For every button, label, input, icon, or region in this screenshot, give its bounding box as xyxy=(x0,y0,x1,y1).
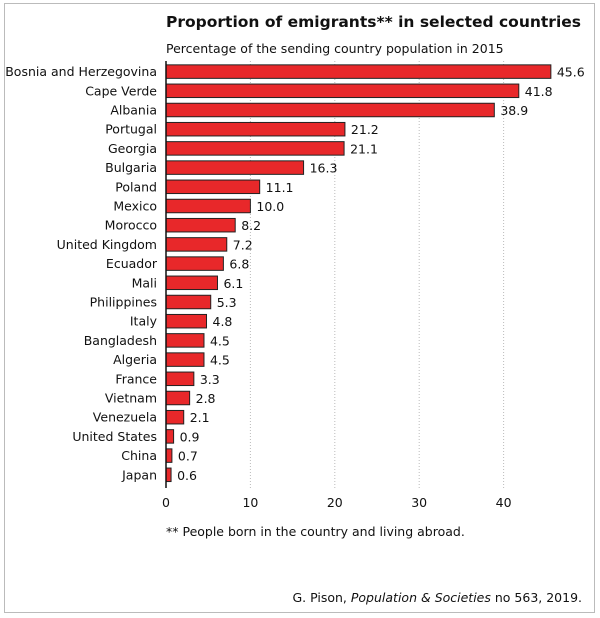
value-label: 11.1 xyxy=(266,180,294,195)
bar xyxy=(165,313,208,329)
category-label: United Kingdom xyxy=(57,237,157,252)
bar xyxy=(165,141,345,156)
value-label: 38.9 xyxy=(500,103,528,118)
value-label: 0.9 xyxy=(180,429,200,444)
x-tick-label: 40 xyxy=(496,495,512,510)
category-label: Portugal xyxy=(105,122,157,137)
bar xyxy=(165,83,520,99)
category-label: Morocco xyxy=(105,218,157,233)
value-label: 41.8 xyxy=(525,84,553,99)
x-tick-label: 20 xyxy=(327,495,343,510)
category-label: Bosnia and Herzegovina xyxy=(5,64,157,79)
bar xyxy=(165,390,191,406)
x-tick-label: 30 xyxy=(411,495,427,510)
value-label: 4.5 xyxy=(210,353,230,368)
source-author: G. Pison, xyxy=(292,590,351,605)
chart-frame xyxy=(4,3,595,613)
value-label: 4.5 xyxy=(210,333,230,348)
bar xyxy=(165,429,175,444)
value-label: 0.7 xyxy=(178,449,198,464)
category-label: Poland xyxy=(115,179,157,194)
bar xyxy=(165,64,552,79)
bar xyxy=(165,448,173,463)
bar xyxy=(165,256,224,271)
bar xyxy=(165,275,218,291)
source-citation: G. Pison, Population & Societies no 563,… xyxy=(292,590,582,605)
footnote: ** People born in the country and living… xyxy=(166,524,465,539)
value-label: 8.2 xyxy=(241,218,261,233)
value-label: 0.6 xyxy=(177,468,197,483)
category-label: Philippines xyxy=(90,295,157,310)
bar xyxy=(165,237,228,252)
bar xyxy=(165,179,261,195)
category-label: Mali xyxy=(132,275,157,290)
category-label: Algeria xyxy=(113,352,157,367)
bar xyxy=(165,333,205,348)
x-tick-label: 0 xyxy=(162,495,170,510)
x-tick-label: 10 xyxy=(242,495,258,510)
value-label: 5.3 xyxy=(217,295,237,310)
category-label: Japan xyxy=(121,467,157,482)
value-label: 7.2 xyxy=(233,237,253,252)
bar xyxy=(165,121,346,137)
category-label: Vietnam xyxy=(105,391,157,406)
value-label: 10.0 xyxy=(256,199,284,214)
category-label: Italy xyxy=(130,314,158,329)
bar xyxy=(165,198,251,214)
value-label: 6.8 xyxy=(229,257,249,272)
category-label: Venezuela xyxy=(93,410,157,425)
bar xyxy=(165,217,236,233)
category-label: China xyxy=(121,448,157,463)
bar xyxy=(165,160,305,175)
value-label: 16.3 xyxy=(310,161,338,176)
value-label: 6.1 xyxy=(223,276,243,291)
bar xyxy=(165,409,185,425)
source-publication: Population & Societies xyxy=(350,590,491,605)
value-label: 21.2 xyxy=(351,122,379,137)
value-label: 2.8 xyxy=(196,391,216,406)
category-label: United States xyxy=(72,429,157,444)
value-label: 4.8 xyxy=(213,314,233,329)
category-label: France xyxy=(115,371,157,386)
value-label: 3.3 xyxy=(200,372,220,387)
bar xyxy=(165,467,172,483)
category-label: Mexico xyxy=(113,199,157,214)
value-label: 21.1 xyxy=(350,141,378,156)
category-label: Bulgaria xyxy=(105,160,157,175)
bar xyxy=(165,102,495,118)
chart-subtitle: Percentage of the sending country popula… xyxy=(166,41,504,56)
category-label: Ecuador xyxy=(106,256,158,271)
bar xyxy=(165,294,212,310)
value-label: 2.1 xyxy=(190,410,210,425)
category-label: Cape Verde xyxy=(85,83,157,98)
category-label: Bangladesh xyxy=(84,333,157,348)
value-label: 45.6 xyxy=(557,65,585,80)
category-label: Georgia xyxy=(108,141,157,156)
category-label: Albania xyxy=(110,103,157,118)
chart-title: Proportion of emigrants** in selected co… xyxy=(166,13,582,31)
bar xyxy=(165,352,205,367)
source-rest: no 563, 2019. xyxy=(490,590,582,605)
bar xyxy=(165,371,195,387)
